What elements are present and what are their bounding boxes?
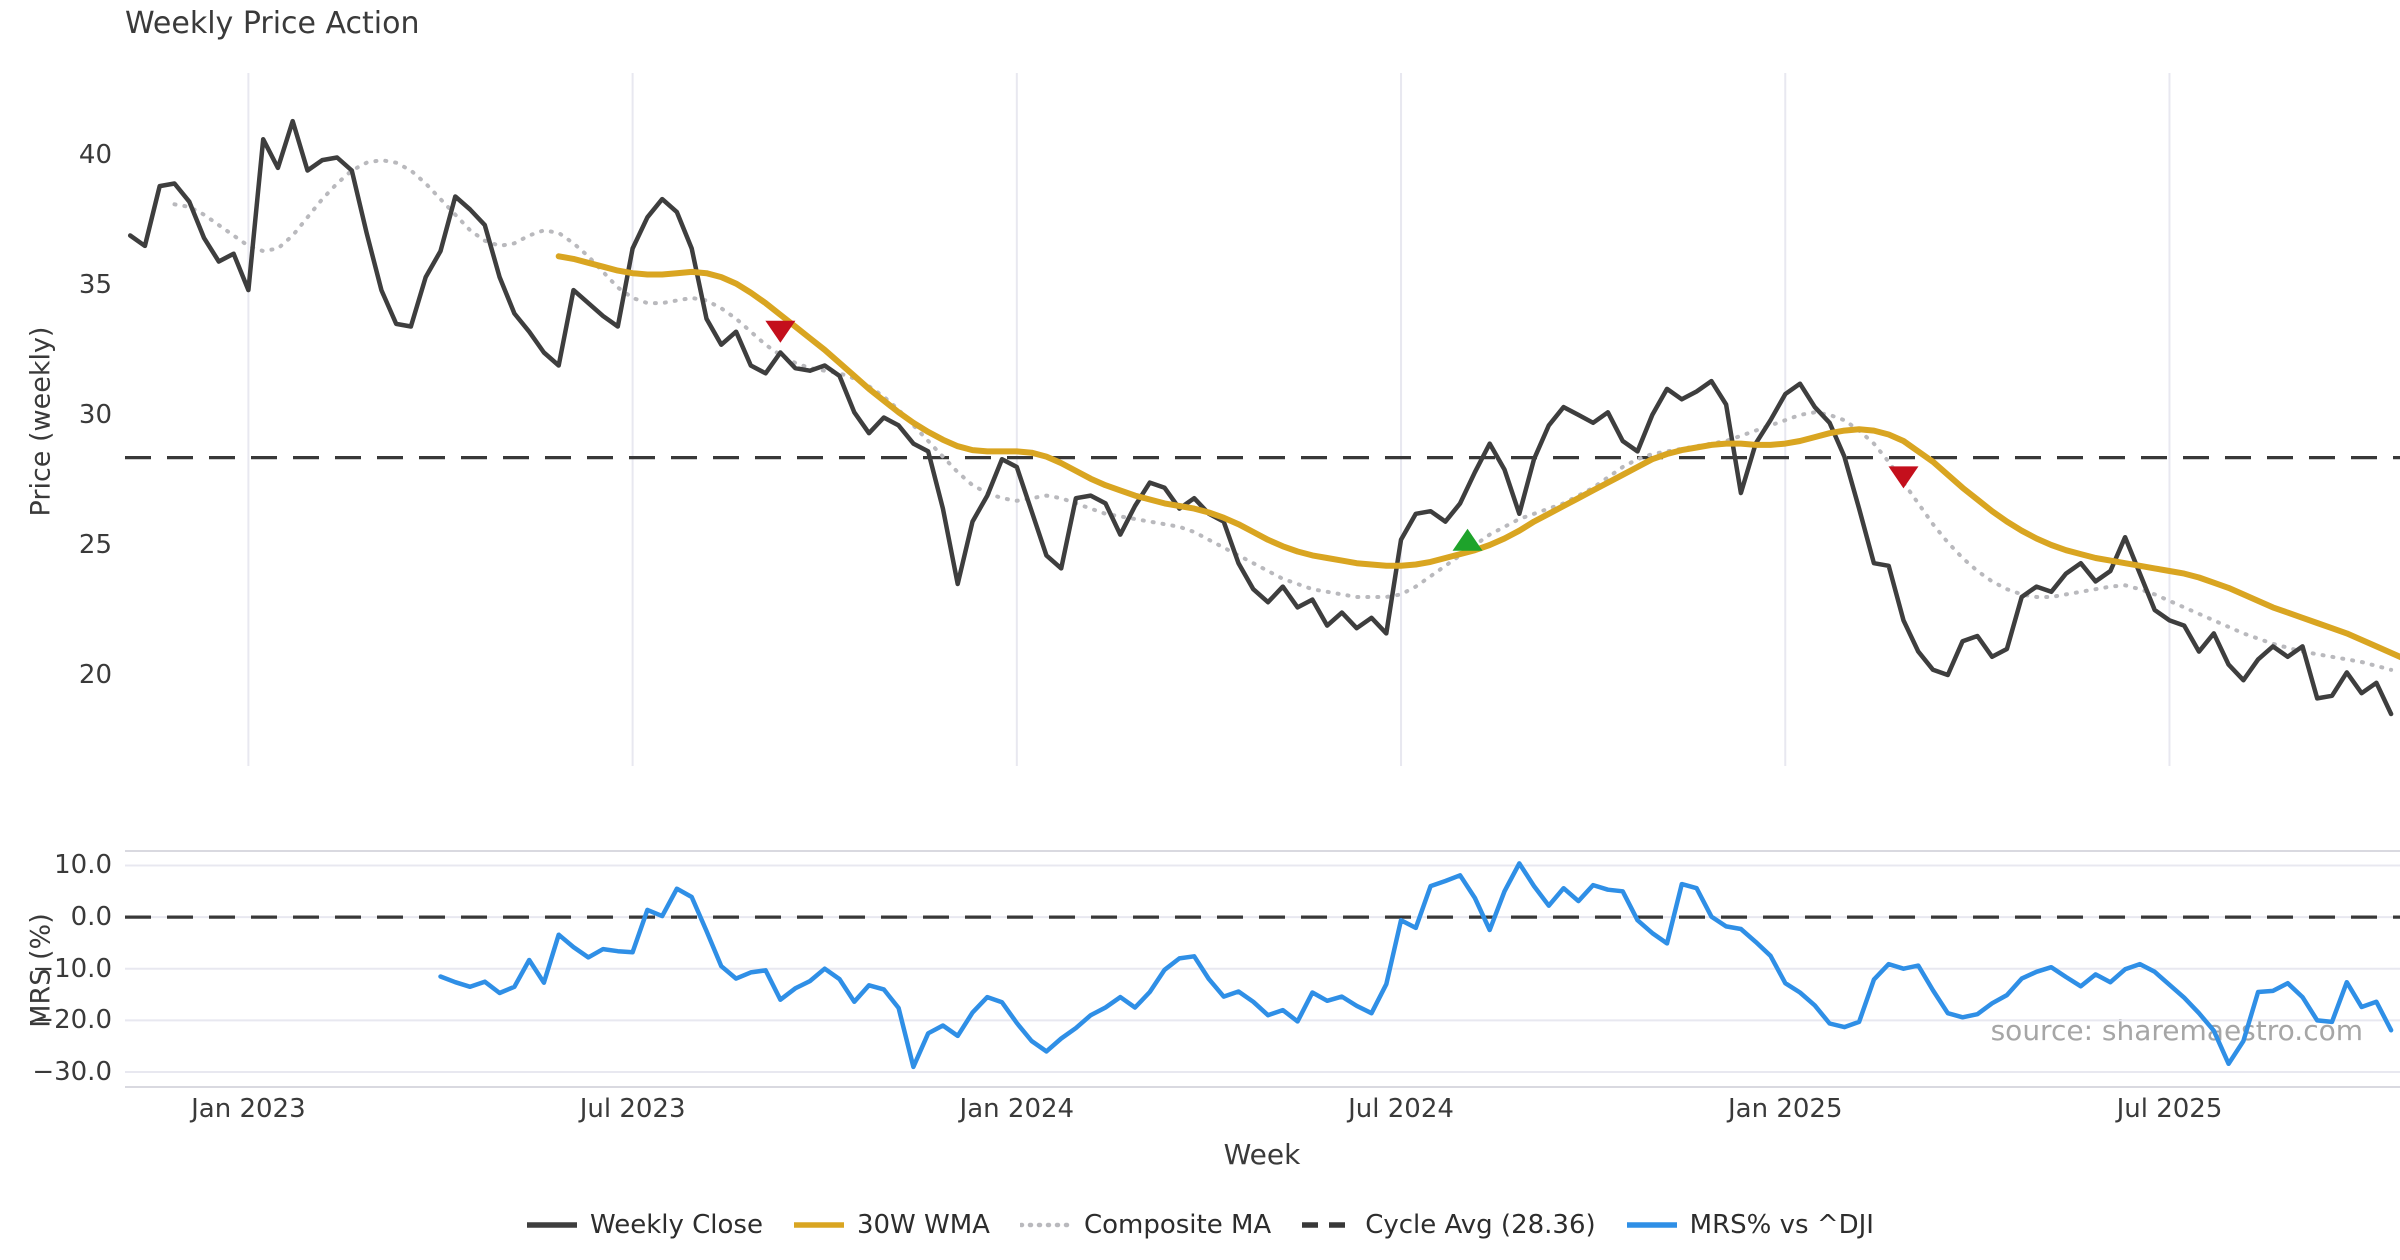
x-axis-label: Week [1223,1138,1301,1171]
legend-label: Weekly Close [590,1210,763,1240]
legend-swatch-solid [1626,1222,1677,1228]
y-tick-label: 25 [78,529,112,560]
series-mrs-vs-dji [438,861,2394,1070]
series-30w-wma [555,253,2400,661]
legend-swatch-dashed [1302,1222,1353,1228]
y-tick-label: 20 [78,659,112,690]
x-tick-label: Jul 2024 [1348,1094,1454,1124]
legend-swatch-solid [793,1222,844,1228]
series-weekly-close [127,118,2394,717]
legend-item: Cycle Avg (28.36) [1301,1210,1596,1240]
y-tick-label: 10.0 [54,850,112,881]
page-title: Weekly Price Action [125,6,420,41]
x-tick-label: Jan 2025 [1727,1094,1843,1124]
legend-label: Cycle Avg (28.36) [1365,1210,1596,1240]
legend-swatch-solid [527,1222,578,1228]
y-tick-label: 0.0 [70,902,112,933]
y-tick-label: −30.0 [32,1057,112,1088]
x-tick-label: Jul 2023 [579,1094,686,1124]
legend-item: 30W WMA [793,1210,990,1240]
y-tick-label: −10.0 [32,953,112,984]
legend-item: Composite MA [1019,1210,1272,1240]
legend: Weekly Close 30W WMA Composite MA Cycle Avg… [0,1210,2400,1240]
x-tick-label: Jan 2023 [191,1094,306,1124]
series-composite-ma [172,158,2394,672]
x-tick-label: Jan 2024 [959,1094,1075,1124]
sell-signal-marker [1888,466,1919,489]
legend-label: MRS% vs ^DJI [1689,1210,1874,1240]
y-tick-label: 35 [78,269,112,300]
sell-signal-marker [765,320,796,343]
buy-signal-marker [1452,528,1483,551]
legend-item: MRS% vs ^DJI [1626,1210,1874,1240]
legend-item: Weekly Close [526,1210,763,1240]
y-tick-label: 30 [78,399,112,430]
legend-label: Composite MA [1083,1210,1272,1240]
legend-label: 30W WMA [856,1210,990,1240]
x-tick-label: Jul 2025 [2116,1094,2223,1124]
y-tick-label: −20.0 [32,1005,112,1036]
legend-swatch-dotted [1019,1222,1072,1228]
y-tick-label: 40 [78,139,112,170]
